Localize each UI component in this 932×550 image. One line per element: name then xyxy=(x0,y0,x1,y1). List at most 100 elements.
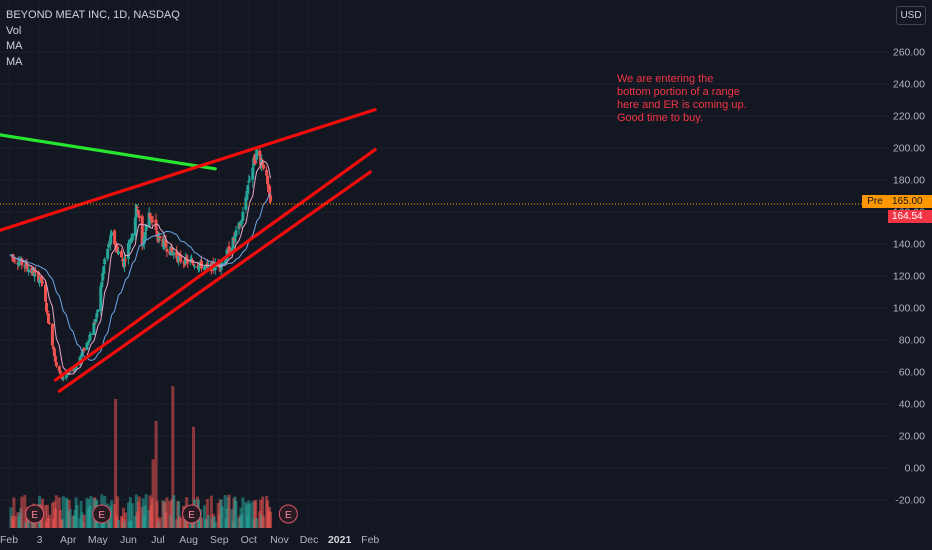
volume-indicator-label[interactable]: Vol xyxy=(6,24,22,37)
volume-bar xyxy=(158,517,162,528)
candle-body xyxy=(220,263,224,265)
earnings-marker-circle xyxy=(25,504,45,524)
y-tick-label: 140.00 xyxy=(893,239,925,251)
volume-bar xyxy=(82,514,86,528)
candle-body xyxy=(162,239,166,249)
candle-body xyxy=(150,220,154,222)
candle-body xyxy=(179,254,183,262)
text-annotation[interactable]: We are entering the bottom portion of a … xyxy=(617,73,747,124)
candle-body xyxy=(246,185,250,194)
candle-body xyxy=(61,378,65,380)
upper-trendline xyxy=(0,107,377,232)
y-tick-label: 40.00 xyxy=(899,399,925,411)
candle-body xyxy=(120,251,124,258)
y-tick-label: -20.00 xyxy=(895,495,925,507)
candle-body xyxy=(72,368,76,371)
x-tick-label: May xyxy=(88,534,109,546)
symbol-title[interactable]: BEYOND MEAT INC, 1D, NASDAQ xyxy=(6,9,180,21)
volume-bar xyxy=(206,515,210,528)
earnings-marker-circle xyxy=(278,504,298,524)
candle-body xyxy=(51,346,55,350)
volume-bar xyxy=(209,495,213,528)
volume-bar xyxy=(154,420,158,528)
volume-bar xyxy=(172,495,176,528)
candle-body xyxy=(248,179,252,181)
volume-bar xyxy=(114,398,118,528)
volume-bar xyxy=(202,505,206,528)
y-tick-label: 80.00 xyxy=(899,335,925,347)
candle-body xyxy=(175,251,179,259)
trendlines xyxy=(0,107,377,393)
volume-bar xyxy=(54,495,58,528)
ma-indicator-label-1[interactable]: MA xyxy=(6,40,23,52)
volume-bar xyxy=(192,426,196,528)
earnings-marker-circle xyxy=(92,504,112,524)
candle-body xyxy=(247,181,251,183)
candle-body xyxy=(128,239,132,244)
candle-body xyxy=(66,371,70,375)
volume-bar xyxy=(223,495,227,528)
candle-body xyxy=(45,310,49,313)
volume-bar xyxy=(261,496,265,528)
candle-body xyxy=(41,281,45,284)
volume-bar xyxy=(23,494,27,528)
x-tick-label: Jul xyxy=(151,534,164,546)
volume-bar xyxy=(144,494,148,528)
candle-body xyxy=(102,266,106,274)
candle-body xyxy=(12,256,16,262)
candle-body xyxy=(54,361,58,366)
volume-bar xyxy=(269,511,273,528)
candle-body xyxy=(106,249,110,259)
candle-body xyxy=(255,149,259,160)
candle-body xyxy=(170,247,174,252)
candle-body xyxy=(95,313,99,318)
y-tick-label: 180.00 xyxy=(893,175,925,187)
candle-body xyxy=(224,257,228,262)
candle-body xyxy=(109,235,113,245)
candle-body xyxy=(46,313,50,324)
candle-body xyxy=(96,309,100,313)
volume-bar xyxy=(80,512,84,528)
candle-body xyxy=(44,302,48,312)
candle-body xyxy=(151,220,155,222)
grid xyxy=(0,51,888,501)
candle-body xyxy=(135,206,139,208)
y-tick-label: 240.00 xyxy=(893,79,925,91)
volume-bar xyxy=(230,509,234,528)
volume-bar xyxy=(220,506,224,528)
volume-bar xyxy=(123,512,127,528)
ma-indicator-label-2[interactable]: MA xyxy=(6,55,23,68)
candle-body xyxy=(258,150,262,157)
candle-body xyxy=(81,349,85,353)
volume-bar xyxy=(130,503,134,528)
candle-body xyxy=(99,286,103,311)
y-tick-label: 0.00 xyxy=(905,463,926,475)
pre-market-tag: Pre xyxy=(862,195,888,208)
candle-body xyxy=(47,323,51,325)
candle-body xyxy=(184,256,188,264)
y-tick-label: 60.00 xyxy=(899,367,925,379)
currency-button[interactable]: USD xyxy=(896,6,926,25)
candle-body xyxy=(52,348,56,357)
candle-body xyxy=(172,253,176,256)
x-tick-label: Dec xyxy=(300,534,319,546)
volume-bar xyxy=(20,496,24,528)
volume-bar xyxy=(89,495,93,528)
volume-bar xyxy=(168,501,172,528)
candle-body xyxy=(234,230,238,237)
volume-bar xyxy=(44,505,48,528)
volume-bar xyxy=(75,504,79,528)
candle-body xyxy=(254,161,258,163)
earnings-marker-label: E xyxy=(31,510,38,521)
candle-body xyxy=(238,225,242,227)
candle-body xyxy=(269,195,273,202)
candle-body xyxy=(44,284,48,302)
earnings-marker-label: E xyxy=(285,510,292,521)
lower-trendline-1 xyxy=(53,148,377,382)
candle-body xyxy=(266,175,270,185)
lower-trendline-2 xyxy=(57,170,372,393)
volume-bar xyxy=(259,499,263,528)
volume-bar xyxy=(177,501,181,528)
